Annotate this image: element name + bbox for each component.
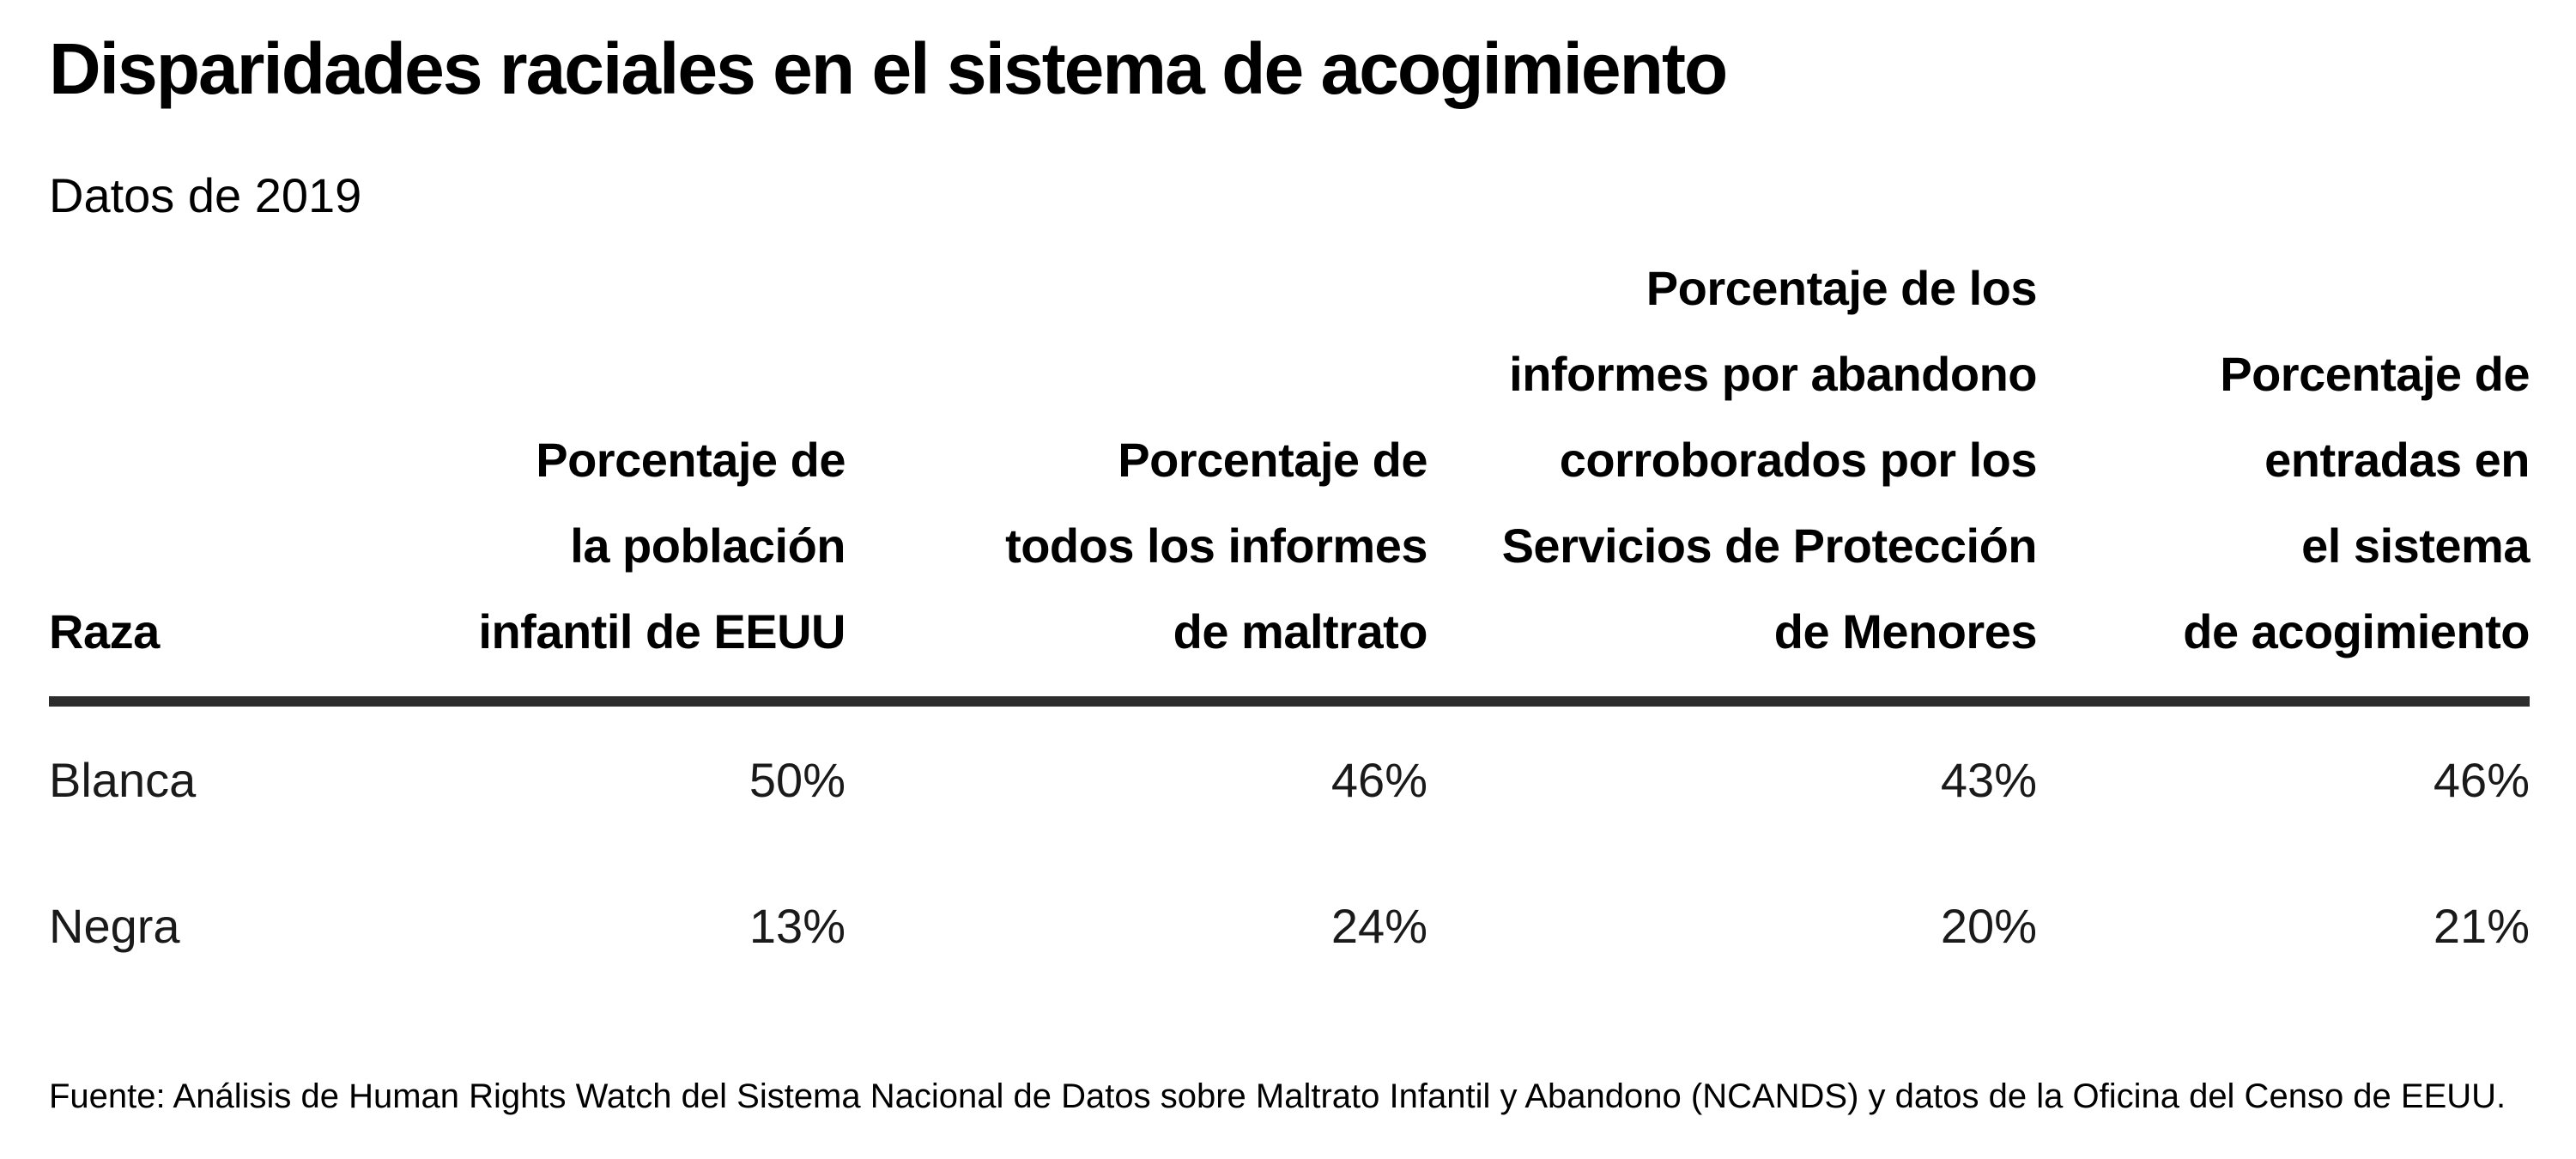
- value-cell: 13%: [749, 898, 846, 953]
- header-divider-rule: [49, 696, 2530, 707]
- value-cell: 21%: [2433, 898, 2530, 953]
- col-header-substantiated-neglect-reports: Porcentaje de los informes por abandono …: [1501, 261, 2038, 658]
- value-cell: 50%: [749, 752, 846, 807]
- table-row-negra: Negra 13% 24% 20% 21%: [49, 853, 2530, 998]
- col-header-child-population: Porcentaje de la población infantil de E…: [478, 433, 846, 658]
- source-note: Fuente: Análisis de Human Rights Watch d…: [49, 1077, 2506, 1115]
- figure-subtitle: Datos de 2019: [49, 168, 362, 222]
- figure-title: Disparidades raciales en el sistema de a…: [49, 28, 1728, 109]
- table-row-blanca: Blanca 50% 46% 43% 46%: [49, 707, 2530, 853]
- col-header-raza: Raza: [49, 604, 160, 658]
- row-label: Blanca: [49, 752, 197, 807]
- row-label: Negra: [49, 898, 180, 953]
- value-cell: 20%: [1940, 898, 2037, 953]
- value-cell: 24%: [1330, 898, 1427, 953]
- col-header-all-maltreatment-reports: Porcentaje de todos los informes de malt…: [1005, 433, 1427, 658]
- table-header-row: Raza Porcentaje de la población infantil…: [49, 246, 2531, 675]
- data-table: Raza Porcentaje de la población infantil…: [49, 246, 2531, 998]
- value-cell: 43%: [1940, 752, 2037, 807]
- col-header-foster-care-entries: Porcentaje de entradas en el sistema de …: [2183, 347, 2530, 658]
- value-cell: 46%: [2433, 752, 2530, 807]
- value-cell: 46%: [1330, 752, 1427, 807]
